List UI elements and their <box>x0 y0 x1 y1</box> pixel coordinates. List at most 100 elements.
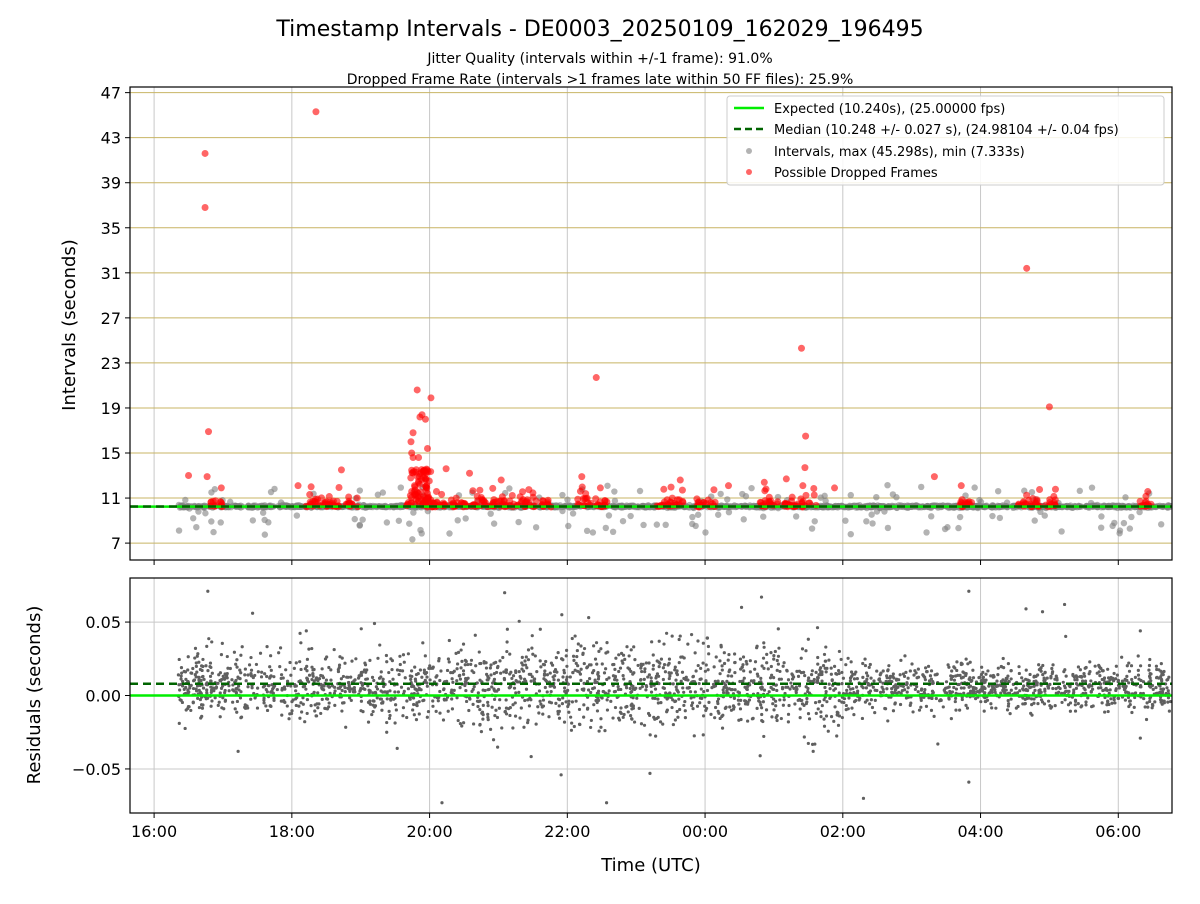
interval-point <box>379 489 387 496</box>
interval-point <box>1098 513 1105 520</box>
residual-point <box>776 627 780 631</box>
residual-point <box>412 702 416 707</box>
residual-point <box>797 697 802 702</box>
interval-point <box>356 522 363 529</box>
residual-point <box>1002 691 1007 695</box>
residual-point <box>682 703 686 708</box>
residual-point <box>595 662 599 666</box>
residual-point <box>820 679 824 683</box>
residual-point <box>235 658 239 662</box>
residual-point <box>1047 699 1051 703</box>
residual-point <box>1159 691 1163 695</box>
residual-point <box>721 690 726 695</box>
residual-point <box>194 661 198 665</box>
residual-point <box>1088 660 1092 664</box>
residual-point <box>1150 706 1154 710</box>
residual-point <box>757 699 761 703</box>
residual-point <box>814 670 818 674</box>
residual-point <box>368 658 372 663</box>
residual-point <box>696 663 700 668</box>
residual-point <box>582 715 586 719</box>
residual-point <box>961 675 965 679</box>
residual-point <box>925 670 929 674</box>
residual-point <box>686 642 690 646</box>
residual-point <box>208 661 213 665</box>
residual-point <box>438 689 442 694</box>
residual-point <box>1040 610 1045 614</box>
residual-point <box>759 676 763 681</box>
residual-point <box>738 707 743 711</box>
residual-point <box>253 673 257 678</box>
interval-point <box>605 512 613 519</box>
interval-point <box>602 524 610 532</box>
residual-point <box>489 727 493 731</box>
x-tick-label: 20:00 <box>407 822 453 841</box>
interval-point <box>417 526 424 534</box>
residual-point <box>373 705 377 709</box>
residual-point <box>886 668 890 672</box>
residual-point <box>471 702 475 706</box>
residual-point <box>1125 664 1129 668</box>
residual-point <box>619 711 623 716</box>
residual-point <box>709 712 713 716</box>
residual-point <box>533 654 537 658</box>
residual-point <box>1004 688 1008 692</box>
residual-point <box>258 651 263 655</box>
residual-point <box>1033 688 1037 692</box>
residual-point <box>741 655 746 659</box>
residual-point <box>346 681 351 685</box>
interval-point <box>847 491 854 499</box>
residual-point <box>1151 687 1155 691</box>
residual-point <box>401 653 406 657</box>
residual-point <box>450 707 455 711</box>
residual-point <box>1020 676 1024 680</box>
residual-point <box>285 704 289 708</box>
residual-point <box>582 681 586 685</box>
residual-point <box>259 675 264 679</box>
residual-point <box>875 669 879 673</box>
residual-point <box>599 717 603 721</box>
interval-point <box>1076 487 1083 495</box>
residual-point <box>217 673 221 677</box>
residual-point <box>486 700 490 704</box>
residual-point <box>268 704 272 708</box>
residual-point <box>492 677 497 681</box>
residual-point <box>617 718 622 722</box>
residual-point <box>490 685 494 689</box>
residual-point <box>368 689 372 693</box>
residual-point <box>681 686 685 690</box>
residual-point <box>500 726 504 730</box>
residual-point <box>1124 690 1128 694</box>
residual-point <box>688 690 693 694</box>
dropped-point <box>337 466 345 474</box>
residual-point <box>779 677 783 681</box>
interval-point <box>792 513 800 520</box>
residual-point <box>919 688 924 692</box>
residual-point <box>504 670 508 675</box>
interval-point <box>565 522 572 530</box>
residual-point <box>1102 678 1106 682</box>
residual-point <box>864 671 869 675</box>
residual-point <box>557 704 561 708</box>
residual-point <box>811 749 815 753</box>
residual-point <box>567 710 571 714</box>
residual-point <box>338 685 343 689</box>
residual-point <box>262 696 266 700</box>
residual-point <box>398 669 402 673</box>
residual-point <box>1100 701 1104 705</box>
residual-point <box>949 674 953 678</box>
residual-point <box>612 662 616 667</box>
residual-point <box>1159 687 1163 691</box>
residual-point <box>799 656 803 660</box>
residual-point <box>285 679 290 683</box>
residual-point <box>865 698 869 702</box>
residual-point <box>1109 675 1113 680</box>
residual-point <box>944 680 949 684</box>
residual-point <box>310 646 314 651</box>
residual-point <box>705 636 709 640</box>
dropped-point <box>576 487 584 495</box>
dropped-point <box>415 454 423 462</box>
residual-point <box>235 710 239 714</box>
residual-point <box>617 669 621 674</box>
interval-point <box>267 488 275 496</box>
